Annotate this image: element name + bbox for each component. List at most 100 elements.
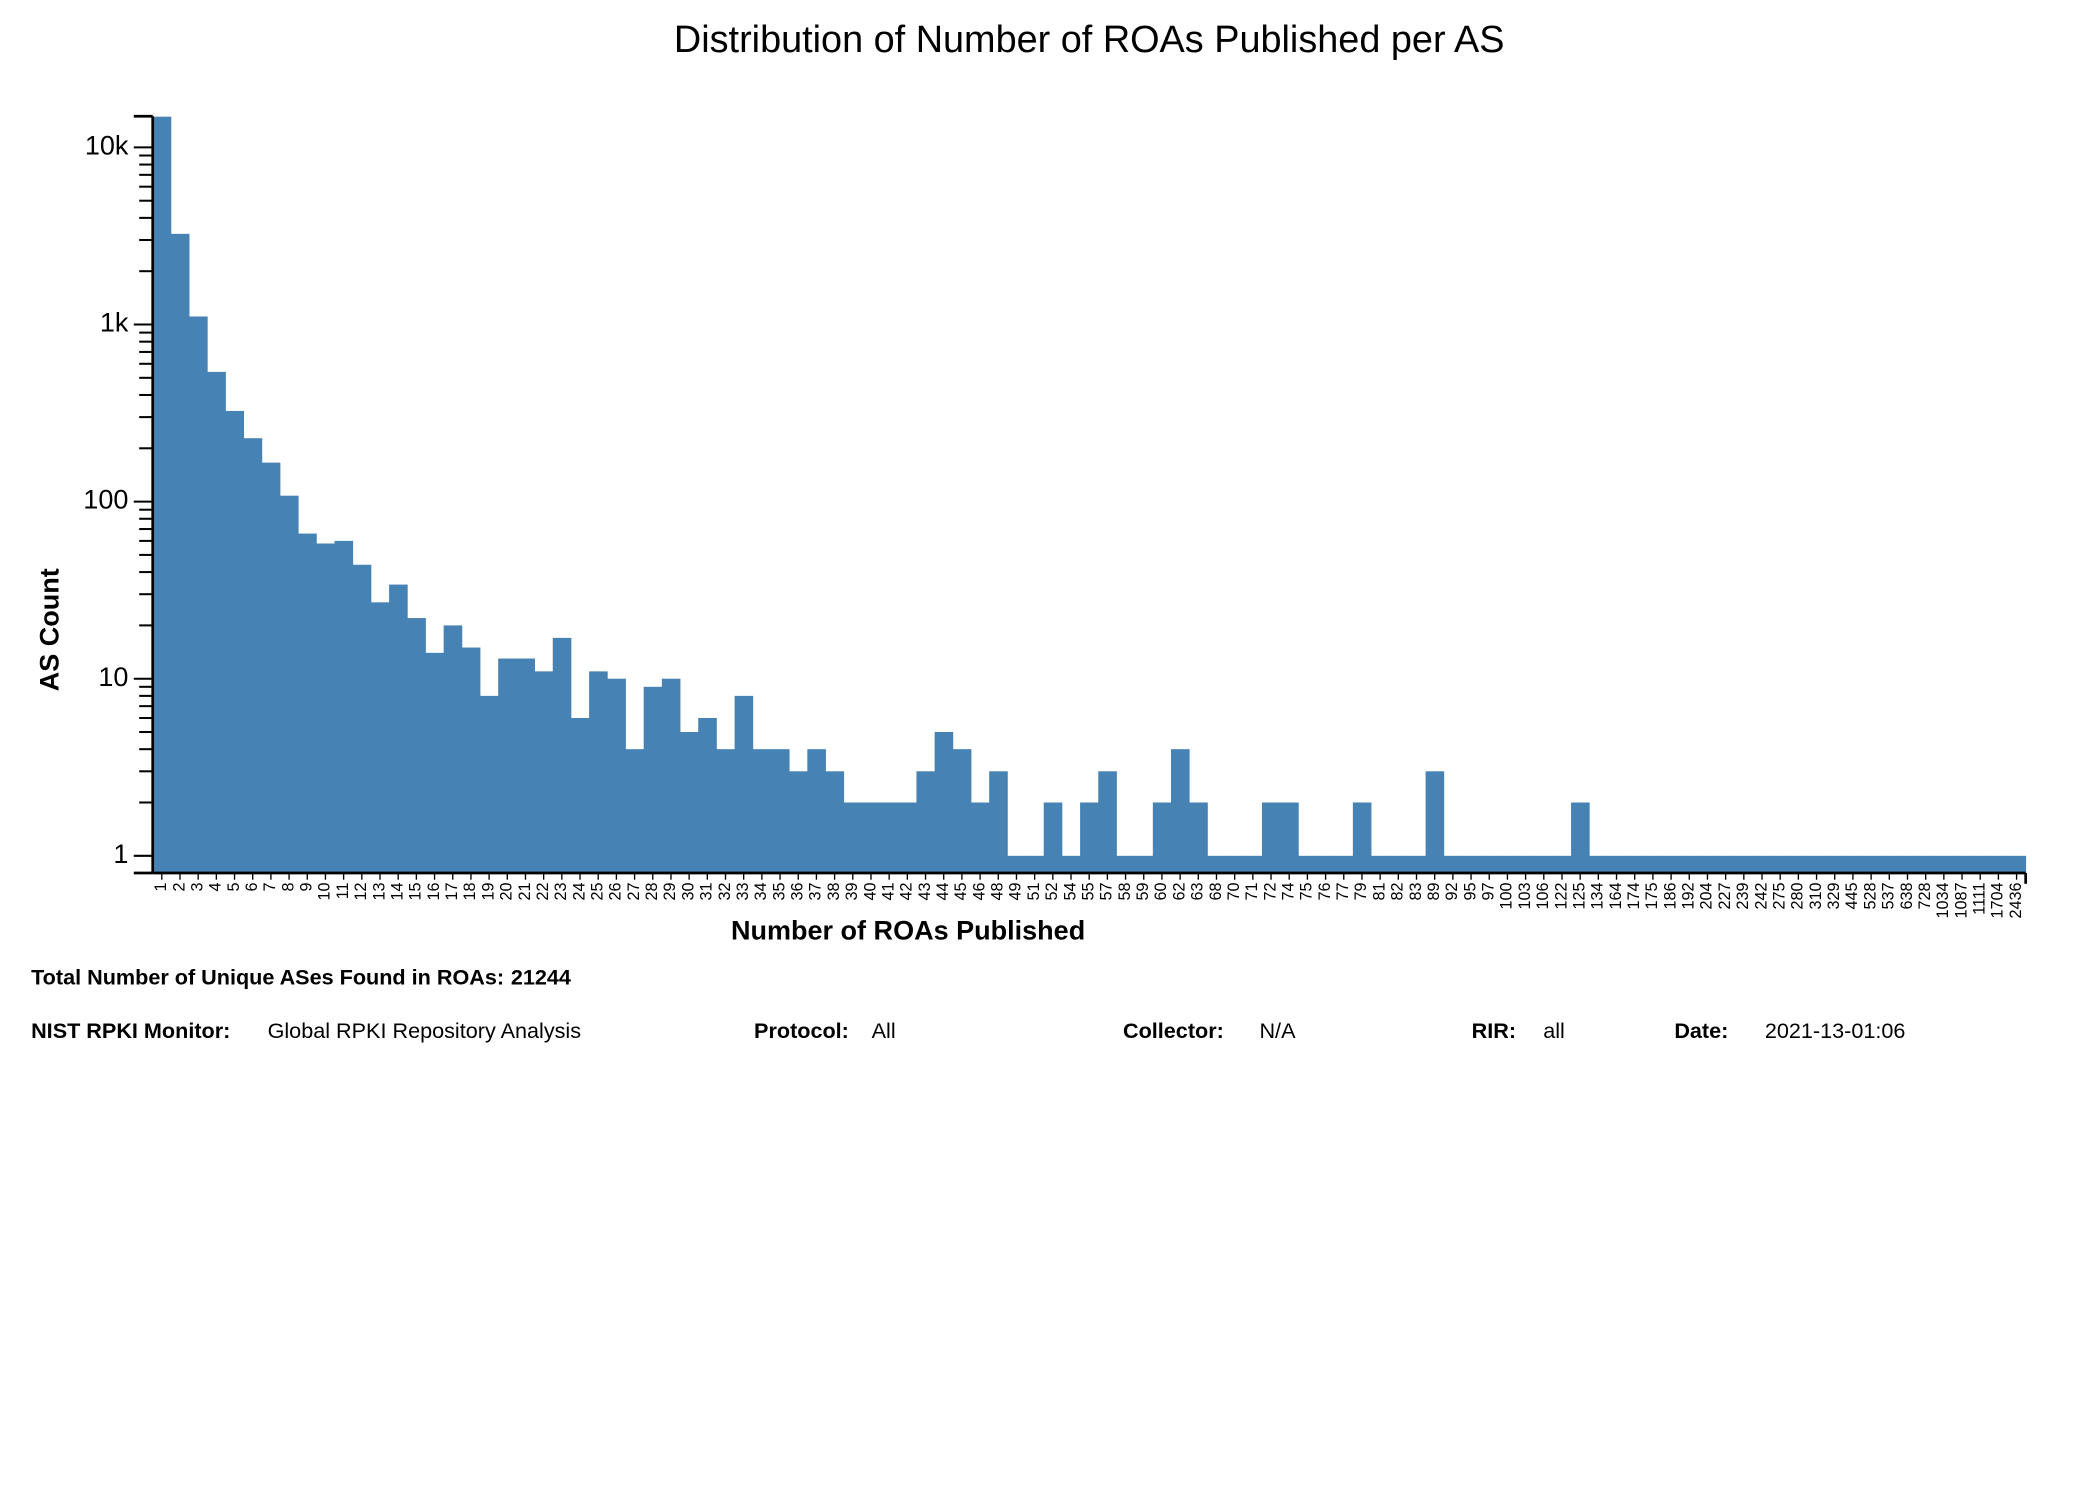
- bar: [1334, 855, 1354, 873]
- bar: [425, 652, 445, 873]
- bar: [1116, 855, 1136, 873]
- bar: [1080, 802, 1099, 873]
- x-tick-label: 537: [1880, 882, 1898, 909]
- x-tick-label: 242: [1752, 882, 1770, 909]
- x-tick-label: 122: [1552, 882, 1570, 909]
- x-tick-label: 9: [298, 882, 316, 891]
- x-tick-label: 134: [1589, 882, 1607, 909]
- x-tick-label: 638: [1898, 882, 1916, 909]
- x-tick-label: 68: [1207, 882, 1225, 900]
- x-tick-label: 14: [388, 882, 406, 900]
- bar: [1789, 855, 1808, 873]
- bar: [534, 671, 554, 873]
- x-tick-label: 280: [1789, 882, 1807, 909]
- bar: [207, 371, 226, 873]
- bar: [752, 749, 772, 873]
- x-tick-label: 55: [1079, 882, 1097, 900]
- x-tick-label: 2436: [2007, 882, 2025, 918]
- x-tick-label: 49: [1007, 882, 1025, 900]
- footer-total-value: 21244: [511, 964, 571, 989]
- footer-field-label: Collector:: [1123, 1018, 1224, 1043]
- bar: [1098, 771, 1117, 873]
- x-tick-label: 35: [770, 882, 788, 900]
- bar: [1407, 855, 1427, 873]
- bar: [570, 717, 590, 873]
- y-tick-label: 1k: [100, 308, 129, 338]
- bar: [916, 771, 936, 873]
- bar: [1971, 855, 1990, 873]
- x-tick-label: 24: [570, 882, 588, 900]
- bar: [170, 233, 190, 873]
- x-tick-label: 106: [1534, 882, 1552, 909]
- x-tick-label: 18: [461, 882, 479, 900]
- x-tick-label: 1034: [1934, 882, 1952, 918]
- bar: [1261, 802, 1281, 873]
- bar: [1225, 855, 1245, 873]
- bar: [225, 410, 245, 873]
- bar: [1571, 802, 1590, 873]
- x-tick-label: 1: [152, 882, 170, 891]
- x-tick-label: 125: [1570, 882, 1588, 909]
- x-tick-label: 21: [516, 882, 534, 900]
- bar: [1625, 855, 1645, 873]
- x-tick-label: 10: [316, 882, 334, 900]
- x-tick-label: 44: [934, 882, 952, 900]
- x-tick-label: 89: [1425, 882, 1443, 900]
- x-tick-label: 3: [188, 882, 206, 891]
- bar: [1771, 855, 1790, 873]
- y-tick-label: 1: [113, 839, 128, 869]
- x-tick-label: 728: [1916, 882, 1934, 909]
- bar: [443, 625, 463, 873]
- x-tick-label: 71: [1243, 882, 1261, 900]
- footer-field-value: Global RPKI Repository Analysis: [268, 1018, 582, 1043]
- bar: [643, 686, 663, 873]
- x-tick-label: 76: [1316, 882, 1334, 900]
- bar: [1862, 855, 1881, 873]
- bar: [1952, 855, 1972, 873]
- x-tick-label: 329: [1825, 882, 1843, 909]
- x-tick-label: 227: [1716, 882, 1734, 909]
- bar: [861, 802, 881, 873]
- footer-field-label: Protocol:: [754, 1018, 849, 1043]
- bar: [352, 564, 372, 873]
- x-tick-label: 8: [279, 882, 297, 891]
- x-axis-label: Number of ROAs Published: [731, 916, 1085, 946]
- x-tick-label: 58: [1116, 882, 1134, 900]
- x-tick-label: 20: [498, 882, 516, 900]
- footer-total-label: Total Number of Unique ASes Found in ROA…: [31, 964, 504, 989]
- x-tick-label: 174: [1625, 882, 1643, 909]
- x-tick-label: 4: [207, 882, 225, 891]
- x-tick-label: 60: [1152, 882, 1170, 900]
- bar: [589, 671, 608, 873]
- bar: [370, 602, 390, 873]
- bar: [316, 543, 335, 873]
- bar: [189, 316, 208, 873]
- x-tick-label: 33: [734, 882, 752, 900]
- bar: [1807, 855, 1827, 873]
- x-tick-label: 52: [1043, 882, 1061, 900]
- x-tick-label: 30: [679, 882, 697, 900]
- bar: [1025, 855, 1045, 873]
- bar: [2007, 855, 2027, 873]
- bar: [1716, 855, 1736, 873]
- bar: [1643, 855, 1663, 873]
- bar: [952, 749, 972, 873]
- x-tick-label: 275: [1770, 882, 1788, 909]
- bar: [1280, 802, 1299, 873]
- x-tick-label: 103: [1516, 882, 1534, 909]
- x-tick-label: 32: [716, 882, 734, 900]
- bar: [661, 678, 681, 873]
- footer-field-label: RIR:: [1472, 1018, 1516, 1043]
- footer-field-value: N/A: [1259, 1018, 1296, 1043]
- bar: [1589, 855, 1608, 873]
- x-tick-label: 83: [1407, 882, 1425, 900]
- bar: [934, 732, 954, 873]
- x-tick-label: 25: [588, 882, 606, 900]
- y-tick-label: 10: [98, 662, 128, 692]
- x-tick-label: 22: [534, 882, 552, 900]
- x-tick-label: 27: [625, 882, 643, 900]
- bar: [1516, 855, 1536, 873]
- x-tick-label: 15: [407, 882, 425, 900]
- bar: [1189, 802, 1208, 873]
